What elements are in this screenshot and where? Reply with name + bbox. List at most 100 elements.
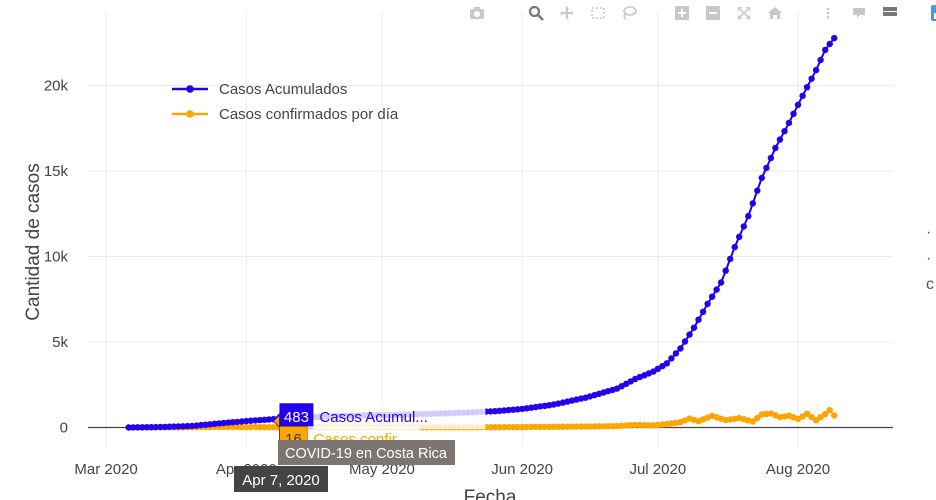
daily-cases-point[interactable]: [247, 423, 254, 431]
cumulative-cases-point[interactable]: [143, 424, 150, 431]
daily-cases-point[interactable]: [528, 423, 535, 431]
cumulative-cases-point[interactable]: [184, 422, 191, 430]
daily-cases-point[interactable]: [808, 413, 815, 421]
cumulative-cases-point[interactable]: [663, 360, 671, 367]
cumulative-cases-point[interactable]: [125, 424, 132, 431]
cumulative-cases-point[interactable]: [736, 233, 743, 240]
daily-cases-point[interactable]: [505, 423, 512, 431]
cumulative-cases-point[interactable]: [722, 267, 729, 274]
cumulative-cases-point[interactable]: [234, 418, 241, 426]
daily-cases-point[interactable]: [609, 423, 616, 430]
cumulative-cases-point[interactable]: [772, 144, 779, 152]
cumulative-cases-point[interactable]: [211, 420, 218, 427]
cumulative-cases-point[interactable]: [781, 128, 788, 135]
daily-cases-point[interactable]: [641, 422, 648, 429]
cumulative-cases-point[interactable]: [817, 56, 824, 64]
cumulative-cases-point[interactable]: [134, 424, 141, 431]
daily-cases-point[interactable]: [812, 417, 820, 424]
legend-item-cumulative-marker[interactable]: [186, 85, 194, 93]
zoom-in-icon[interactable]: [673, 4, 691, 22]
daily-cases-point[interactable]: [514, 423, 521, 431]
cumulative-cases-point[interactable]: [161, 423, 169, 431]
reset-axes-icon[interactable]: [766, 4, 784, 22]
daily-cases-point[interactable]: [509, 423, 517, 431]
daily-cases-point[interactable]: [749, 418, 756, 425]
daily-cases-point[interactable]: [261, 424, 268, 431]
daily-cases-point[interactable]: [487, 424, 494, 431]
daily-cases-point[interactable]: [537, 423, 544, 431]
daily-cases-point[interactable]: [573, 423, 580, 430]
daily-cases-point[interactable]: [577, 423, 585, 430]
daily-cases-point[interactable]: [613, 422, 621, 430]
daily-cases-point[interactable]: [645, 422, 652, 429]
cumulative-cases-point[interactable]: [152, 423, 159, 431]
daily-cases-point[interactable]: [500, 424, 508, 431]
cumulative-cases-point[interactable]: [785, 119, 793, 127]
daily-cases-point[interactable]: [270, 424, 277, 431]
daily-cases-point[interactable]: [229, 423, 236, 431]
daily-cases-point[interactable]: [541, 423, 548, 431]
daily-cases-point[interactable]: [586, 423, 594, 430]
daily-cases-point[interactable]: [523, 423, 530, 431]
daily-cases-point[interactable]: [604, 423, 612, 430]
cumulative-cases-point[interactable]: [179, 423, 187, 430]
hover-closest-icon[interactable]: [850, 4, 868, 22]
daily-cases-point[interactable]: [532, 423, 539, 431]
daily-cases-point[interactable]: [568, 423, 576, 430]
daily-cases-point[interactable]: [564, 423, 571, 430]
daily-cases-point[interactable]: [600, 423, 607, 430]
daily-cases-point[interactable]: [555, 423, 562, 430]
cumulative-cases-point[interactable]: [690, 324, 698, 331]
box-select-icon[interactable]: [589, 4, 607, 22]
cumulative-cases-point[interactable]: [170, 423, 178, 430]
cumulative-cases-point[interactable]: [148, 424, 155, 431]
autoscale-icon[interactable]: [735, 4, 753, 22]
cumulative-cases-point[interactable]: [754, 187, 761, 194]
legend-item-daily-marker[interactable]: [186, 110, 194, 118]
daily-cases-point[interactable]: [238, 423, 245, 431]
cumulative-cases-point[interactable]: [740, 223, 747, 230]
daily-cases-point[interactable]: [256, 424, 264, 431]
cumulative-cases-point[interactable]: [695, 316, 702, 323]
daily-cases-point[interactable]: [822, 410, 829, 418]
cumulative-cases-point[interactable]: [681, 338, 689, 345]
zoom-icon[interactable]: [527, 4, 545, 22]
daily-cases-point[interactable]: [265, 424, 273, 431]
daily-cases-point[interactable]: [831, 412, 838, 419]
cumulative-cases-point[interactable]: [175, 423, 182, 430]
cumulative-cases-point[interactable]: [794, 101, 802, 109]
hover-compare-icon[interactable]: [881, 4, 899, 22]
cumulative-cases-point[interactable]: [487, 408, 494, 415]
cumulative-cases-point[interactable]: [831, 34, 838, 42]
cumulative-cases-point[interactable]: [713, 286, 720, 293]
cumulative-cases-point[interactable]: [514, 406, 521, 413]
cumulative-cases-point[interactable]: [668, 355, 675, 362]
daily-cases-point[interactable]: [546, 423, 553, 430]
daily-cases-point[interactable]: [491, 424, 499, 431]
camera-icon[interactable]: [468, 4, 486, 22]
daily-cases-point[interactable]: [252, 423, 259, 431]
cumulative-cases-point[interactable]: [803, 84, 811, 91]
cumulative-cases-point[interactable]: [799, 92, 806, 100]
cumulative-cases-point[interactable]: [717, 279, 725, 286]
daily-cases-point[interactable]: [243, 423, 250, 431]
zoom-out-icon[interactable]: [704, 4, 722, 22]
daily-cases-point[interactable]: [496, 424, 503, 431]
cumulative-cases-point[interactable]: [727, 255, 734, 263]
cumulative-cases-point[interactable]: [767, 154, 775, 162]
daily-cases-point[interactable]: [582, 423, 589, 430]
cumulative-cases-point[interactable]: [496, 407, 503, 414]
cumulative-cases-point[interactable]: [826, 40, 833, 48]
cumulative-cases-point[interactable]: [822, 46, 829, 54]
cumulative-cases-point[interactable]: [731, 243, 738, 251]
cumulative-cases-point[interactable]: [704, 300, 711, 307]
daily-cases-point[interactable]: [817, 414, 824, 421]
daily-cases-point[interactable]: [826, 407, 833, 414]
cumulative-cases-point[interactable]: [699, 308, 707, 315]
plotly-logo-icon[interactable]: [930, 4, 936, 22]
cumulative-cases-point[interactable]: [790, 110, 797, 118]
cumulative-cases-point[interactable]: [808, 75, 815, 82]
cumulative-cases-point[interactable]: [252, 417, 259, 424]
cumulative-cases-point[interactable]: [776, 136, 784, 143]
